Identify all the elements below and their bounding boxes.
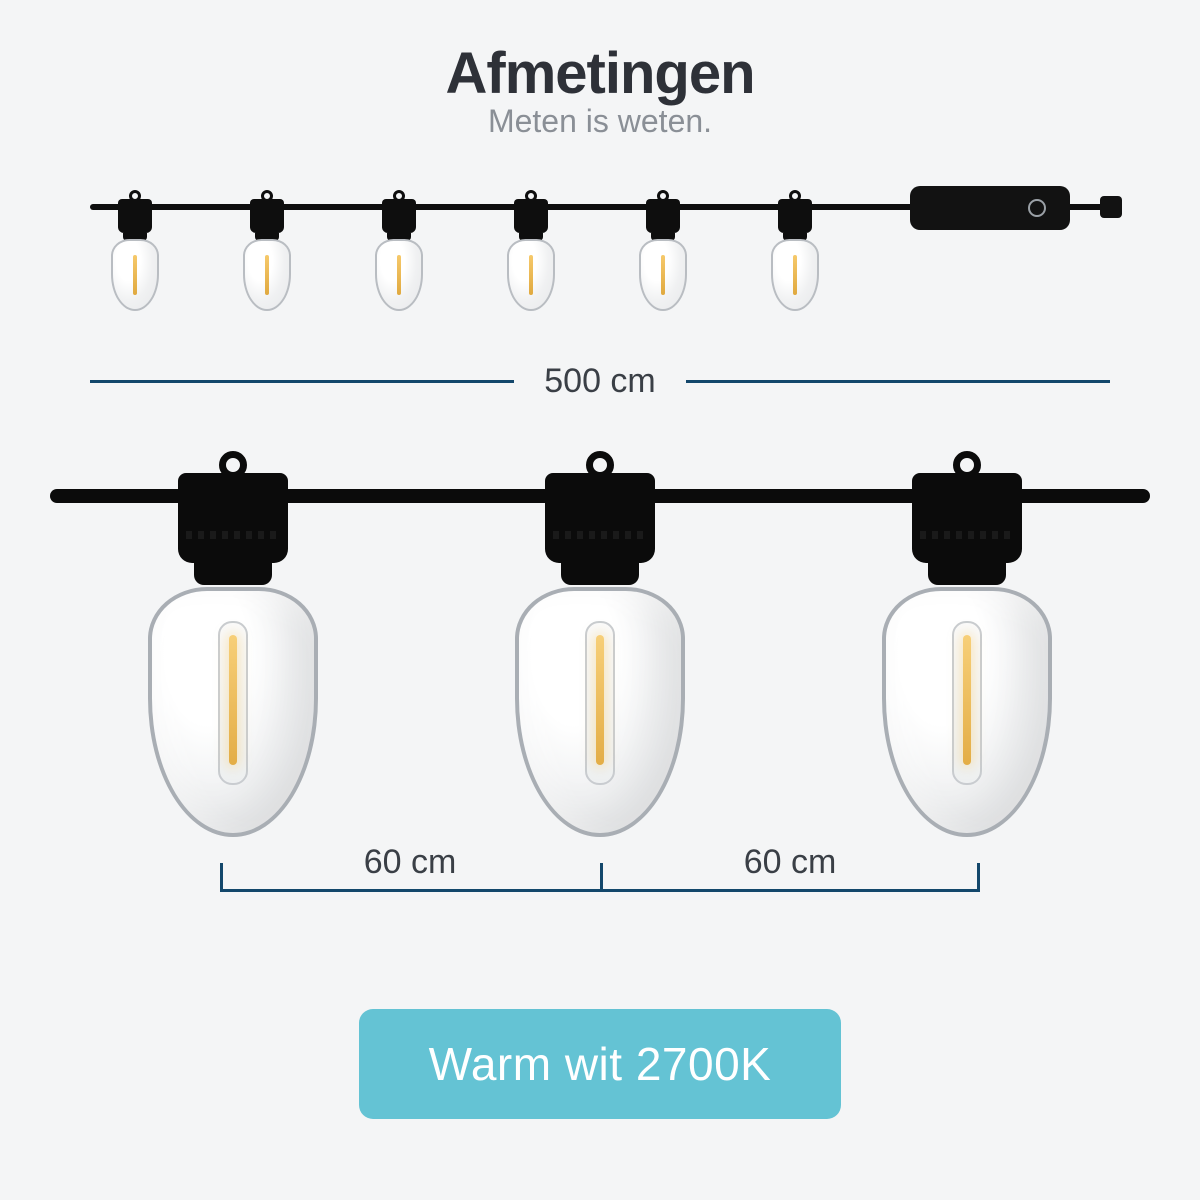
bulb-small <box>496 190 566 311</box>
bulb-row-small <box>100 190 830 311</box>
bulb-small <box>760 190 830 311</box>
spacing-segment: 60 cm <box>220 889 600 949</box>
bulb-row-large <box>50 451 1150 837</box>
spacing-label: 60 cm <box>744 843 837 882</box>
total-length-label: 500 cm <box>544 362 656 401</box>
total-length-measure: 500 cm <box>90 362 1110 401</box>
bulb-large <box>857 451 1077 837</box>
bulb-small <box>100 190 170 311</box>
bulb-small <box>232 190 302 311</box>
power-adapter <box>910 186 1070 230</box>
bulb-small <box>364 190 434 311</box>
end-connector <box>1100 196 1122 218</box>
string-lights-overview <box>90 190 1110 340</box>
spacing-measure: 60 cm 60 cm <box>220 889 980 949</box>
measure-line <box>686 380 1110 383</box>
bulb-small <box>628 190 698 311</box>
measure-line <box>90 380 514 383</box>
string-lights-detail <box>50 451 1150 871</box>
page-subtitle: Meten is weten. <box>488 103 712 140</box>
page-title: Afmetingen <box>446 40 755 107</box>
bulb-large <box>490 451 710 837</box>
spacing-label: 60 cm <box>364 843 457 882</box>
spacing-segment: 60 cm <box>600 889 980 949</box>
color-temp-badge: Warm wit 2700K <box>359 1009 842 1119</box>
bulb-large <box>123 451 343 837</box>
